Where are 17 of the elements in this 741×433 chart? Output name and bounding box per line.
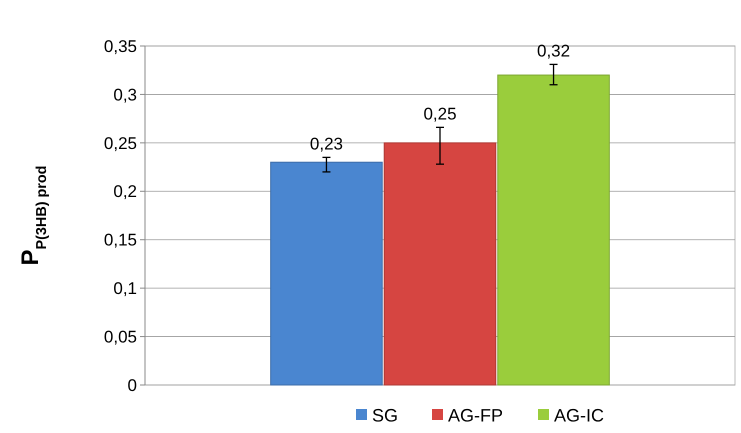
bar	[384, 142, 496, 386]
y-tick-label: 0,2	[113, 182, 137, 202]
y-tick-label: 0,25	[104, 134, 137, 153]
y-tick-label: 0,15	[104, 230, 137, 250]
y-tick-label: 0,1	[113, 279, 137, 298]
y-tick-label: 0,3	[113, 85, 137, 104]
bar	[270, 162, 383, 386]
y-tick-label: 0	[128, 376, 137, 395]
data-label: 0,23	[310, 134, 343, 154]
data-label: 0,25	[423, 104, 457, 124]
legend-label: AG-FP	[448, 405, 504, 426]
bar	[497, 74, 610, 386]
legend-label: SG	[372, 405, 398, 426]
y-tick-label: 0,35	[104, 36, 137, 56]
data-label: 0,32	[537, 41, 570, 60]
y-tick-label: 0,05	[104, 328, 137, 347]
legend-label: AG-IC	[554, 405, 604, 426]
